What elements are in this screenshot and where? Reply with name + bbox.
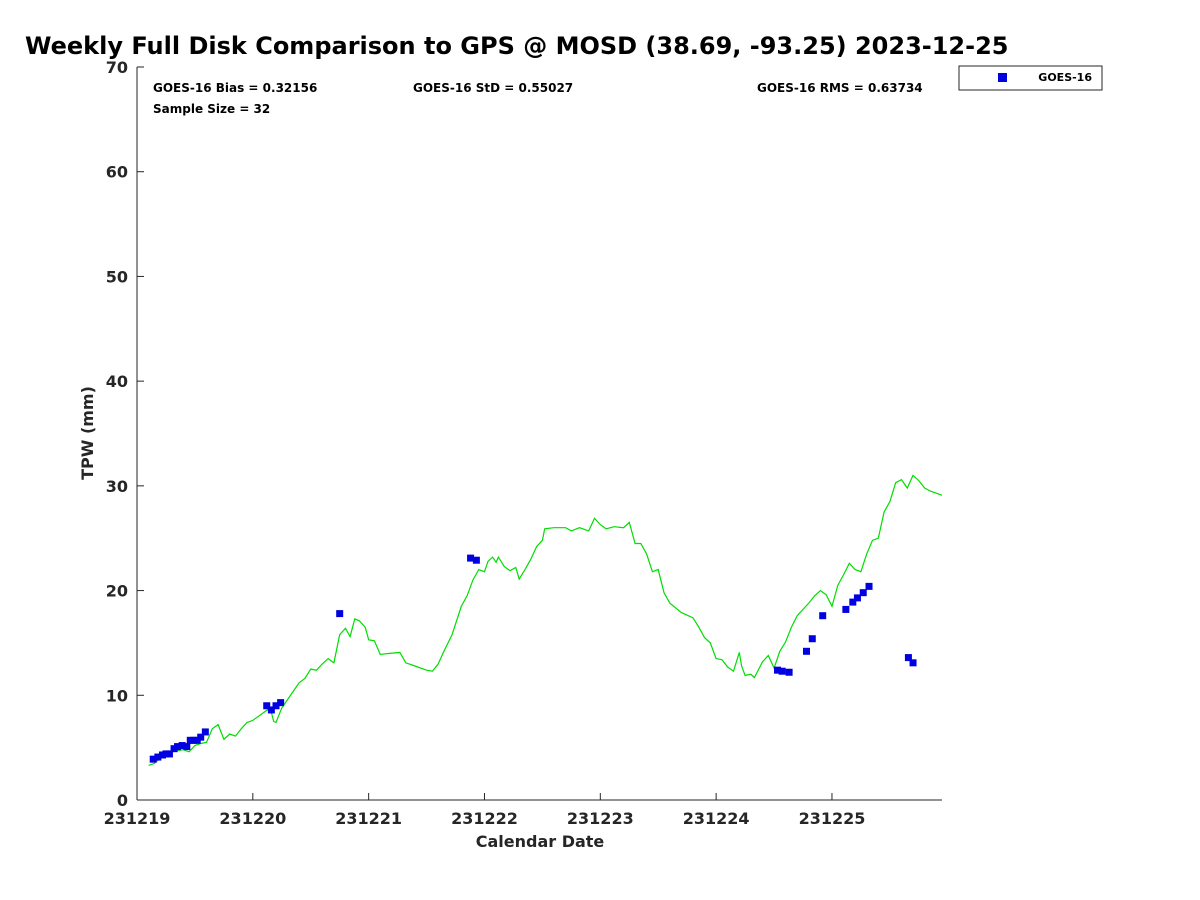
std-stat: GOES-16 StD = 0.55027 xyxy=(413,81,573,95)
goes16-point xyxy=(904,654,912,662)
x-tick-label: 231219 xyxy=(104,809,171,828)
goes16-point xyxy=(909,659,917,667)
y-tick-label: 70 xyxy=(106,58,128,77)
legend-box xyxy=(958,65,1103,91)
x-tick-label: 231221 xyxy=(335,809,402,828)
goes16-point xyxy=(267,706,275,714)
x-axis-ticks: 231219 231220 231221 231222 231223 231224 2312… xyxy=(104,793,866,828)
y-tick-label: 60 xyxy=(106,163,128,182)
y-tick-label: 20 xyxy=(106,582,128,601)
goes16-point xyxy=(853,594,861,602)
goes16-point xyxy=(277,699,285,707)
goes16-point xyxy=(865,582,873,590)
goes16-point xyxy=(778,667,786,675)
x-tick-label: 231225 xyxy=(799,809,866,828)
y-tick-label: 40 xyxy=(106,372,128,391)
x-tick-label: 231223 xyxy=(567,809,634,828)
bias-stat: GOES-16 Bias = 0.32156 xyxy=(153,81,317,95)
goes16-point xyxy=(174,743,182,751)
y-tick-label: 30 xyxy=(106,477,128,496)
goes16-point xyxy=(802,647,810,655)
goes16-point xyxy=(178,742,186,750)
goes16-point xyxy=(808,635,816,643)
goes16-point xyxy=(197,733,205,741)
y-tick-label: 0 xyxy=(117,791,128,810)
x-tick-label: 231224 xyxy=(683,809,750,828)
goes16-point xyxy=(272,702,280,710)
legend: GOES-16 xyxy=(958,65,1103,91)
legend-marker xyxy=(998,73,1007,82)
goes16-point xyxy=(263,702,271,710)
goes16-point xyxy=(165,750,173,758)
goes16-point xyxy=(842,605,850,613)
goes16-point xyxy=(201,728,209,736)
goes16-point xyxy=(849,598,857,606)
x-axis-label: Calendar Date xyxy=(476,832,605,851)
goes16-point xyxy=(336,610,344,618)
x-tick-label: 231222 xyxy=(451,809,518,828)
goes16-point xyxy=(785,668,793,676)
goes16-point xyxy=(472,556,480,564)
goes16-point xyxy=(859,589,867,597)
legend-label: GOES-16 xyxy=(1038,71,1092,84)
goes16-point xyxy=(154,753,162,761)
y-tick-label: 50 xyxy=(106,267,128,286)
plot-area xyxy=(136,67,943,801)
goes16-point xyxy=(467,554,475,562)
sample-size-stat: Sample Size = 32 xyxy=(153,102,270,116)
goes16-series xyxy=(149,554,917,763)
y-axis-label: TPW (mm) xyxy=(78,386,97,480)
y-tick-label: 10 xyxy=(106,686,128,705)
goes16-point xyxy=(819,612,827,620)
y-axis-ticks: 0 10 20 30 40 50 60 70 xyxy=(106,58,144,810)
goes16-point xyxy=(774,666,782,674)
x-tick-label: 231220 xyxy=(219,809,286,828)
gps-line xyxy=(148,474,943,766)
rms-stat: GOES-16 RMS = 0.63734 xyxy=(757,81,923,95)
gps-series xyxy=(148,474,943,766)
goes16-point xyxy=(149,755,157,763)
chart-title: Weekly Full Disk Comparison to GPS @ MOS… xyxy=(25,32,1008,60)
goes16-point xyxy=(183,743,191,751)
plot-background xyxy=(137,67,942,800)
